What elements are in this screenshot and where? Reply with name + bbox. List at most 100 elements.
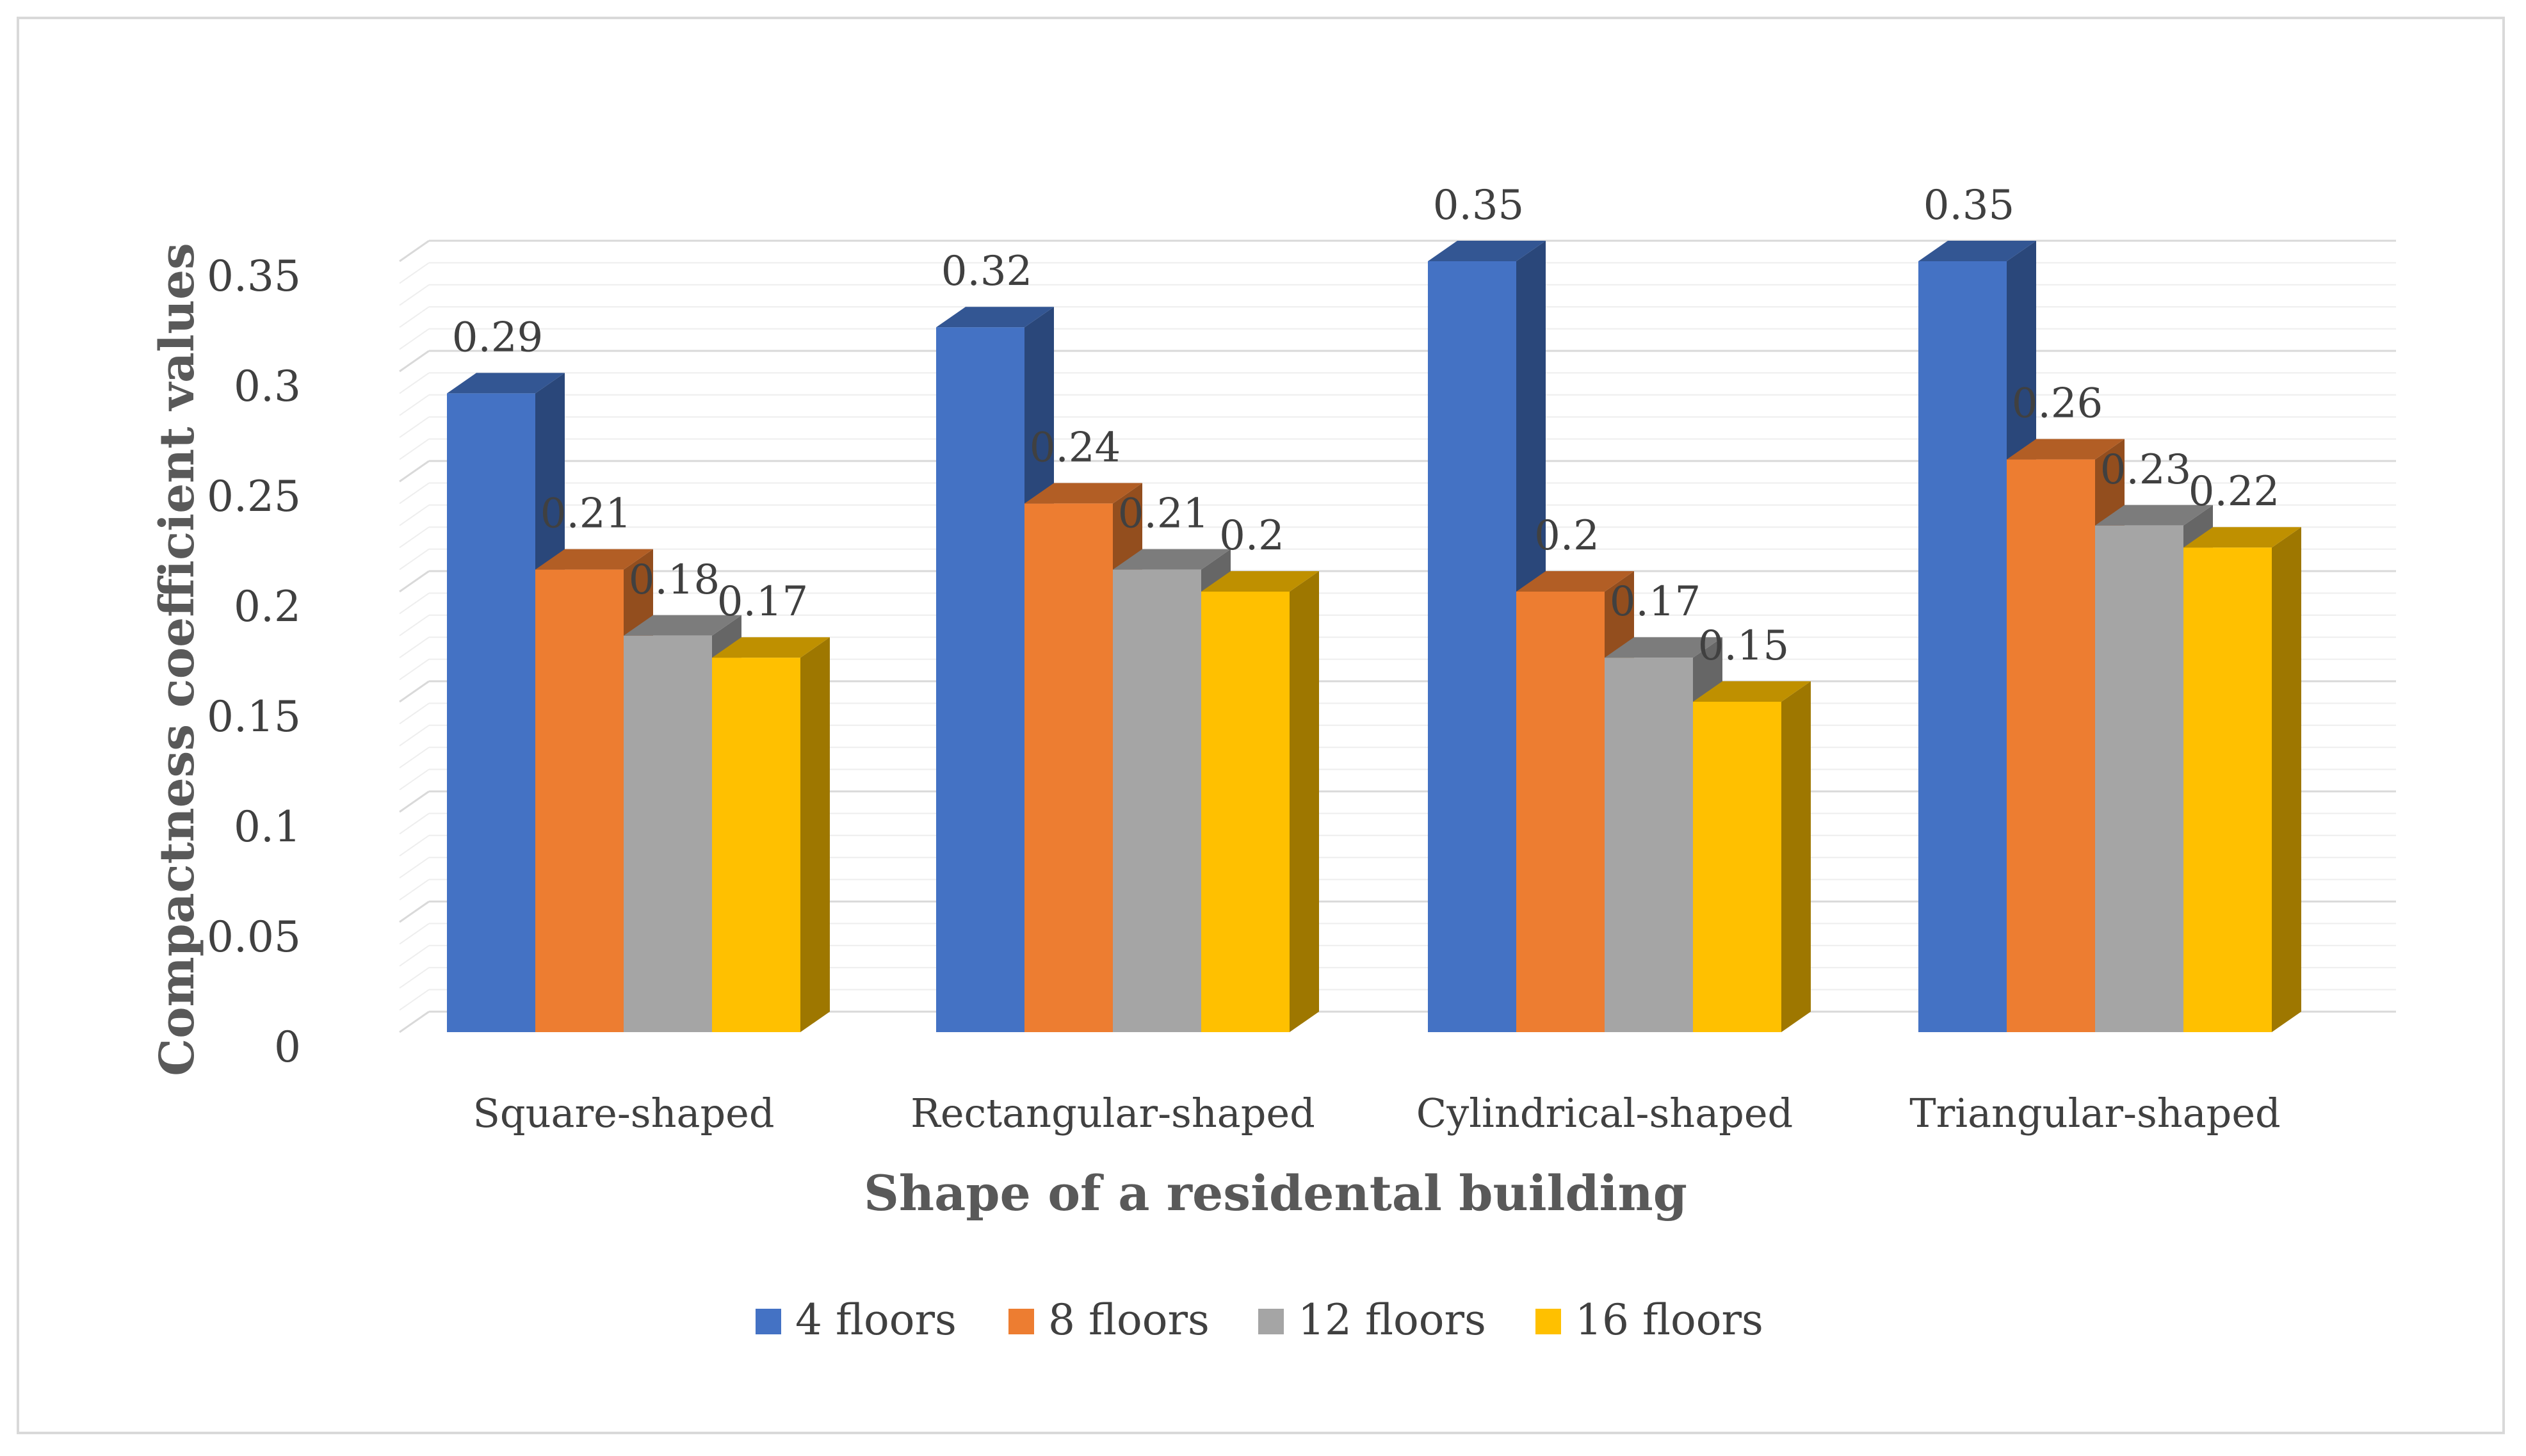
gridline-side [399, 834, 430, 857]
bar-chart: 00.050.10.150.20.250.30.35 0.290.210.180… [150, 182, 2396, 1345]
x-category-label: Cylindrical-shaped [1416, 1090, 1793, 1136]
legend-swatch [1258, 1309, 1284, 1334]
bar-front [1201, 592, 1290, 1032]
gridline-side [399, 239, 430, 263]
bar-side [1290, 571, 1319, 1032]
data-label: 0.32 [941, 248, 1033, 295]
bar-top [2183, 527, 2301, 548]
y-axis-title: Compactness coefficient values [150, 243, 205, 1076]
bar-top [1516, 571, 1634, 592]
gridline-side [399, 768, 430, 791]
bar-front [624, 635, 712, 1032]
y-tick-label: 0.25 [207, 472, 301, 521]
bar-front [535, 569, 624, 1032]
x-category-label: Square-shaped [473, 1090, 774, 1136]
bar-3-0 [1918, 241, 2036, 1032]
y-tick-label: 0.15 [207, 692, 301, 741]
bar-top [624, 615, 741, 636]
y-tick-label: 0.05 [207, 912, 301, 962]
data-label: 0.24 [1030, 424, 1121, 471]
gridline-side [399, 967, 430, 989]
data-label: 0.17 [1610, 578, 1701, 626]
gridline-side [399, 614, 430, 636]
gridline-side [399, 900, 430, 923]
bar-side [1781, 681, 1811, 1032]
gridline-side [399, 1010, 430, 1033]
gridline-side [399, 460, 430, 483]
bar-front [936, 327, 1024, 1033]
gridline-side [399, 747, 430, 769]
bar-1-3 [1201, 571, 1319, 1032]
gridline-side [399, 306, 430, 328]
bar-front [1428, 261, 1516, 1032]
data-label: 0.22 [2189, 468, 2280, 515]
gridline-side [399, 636, 430, 659]
bar-top [1605, 637, 1722, 658]
bar-front [1024, 503, 1113, 1032]
bar-top [1113, 549, 1231, 570]
gridline-side [399, 790, 430, 813]
bar-front [1605, 658, 1693, 1032]
x-axis-categories: Square-shaped Rectangular-shaped Cylindric… [473, 1090, 2280, 1136]
gridline-side [399, 857, 430, 879]
data-label: 0.17 [717, 578, 809, 626]
bar-top [712, 637, 830, 658]
gridline-side [399, 592, 430, 615]
gridline-side [399, 262, 430, 284]
bar-top [936, 307, 1054, 328]
legend-swatch [756, 1309, 781, 1334]
bar-top [2095, 505, 2213, 526]
gridline-side [399, 372, 430, 394]
gridline-side [399, 438, 430, 460]
gridline-side [399, 482, 430, 505]
gridline-side [399, 350, 430, 373]
gridline-side [399, 416, 430, 439]
gridline-side [399, 944, 430, 967]
legend-label: 16 floors [1575, 1295, 1763, 1345]
bar-side [800, 637, 830, 1032]
chart-frame: 0 0.05 0.1 0.15 0.2 0.25 0.3 0.35 0.29 0.21 0.18 0… [17, 17, 2505, 1434]
bar-front [1918, 261, 2007, 1032]
y-tick-label: 0.3 [234, 362, 301, 411]
bar-front [1516, 592, 1605, 1032]
y-tick-label: 0.35 [207, 252, 301, 301]
bar-front [1693, 702, 1781, 1032]
bar-top [1918, 241, 2036, 261]
legend-swatch [1008, 1309, 1034, 1334]
bar-2-3 [1693, 681, 1811, 1032]
gridline-side [399, 328, 430, 350]
bar-top [447, 373, 565, 394]
legend-label: 4 floors [795, 1295, 957, 1345]
gridline-side [399, 658, 430, 681]
y-tick-label: 0 [274, 1023, 301, 1072]
legend: 4 floors 8 floors 12 floors 16 floors [756, 1295, 1763, 1345]
bar-top [535, 549, 653, 570]
data-label: 0.15 [1698, 622, 1790, 670]
data-label: 0.35 [1923, 182, 2015, 229]
x-category-label: Rectangular-shaped [911, 1090, 1315, 1136]
data-label: 0.21 [1118, 490, 1210, 538]
gridline-side [399, 680, 430, 703]
bar-top [2007, 439, 2125, 460]
bar-front [2007, 459, 2095, 1032]
data-label: 0.29 [452, 314, 544, 361]
gridline-side [399, 702, 430, 725]
bar-top [1693, 681, 1811, 702]
legend-swatch [1535, 1309, 1561, 1334]
data-label: 0.2 [1219, 512, 1284, 560]
x-axis-title: Shape of a residental building [864, 1165, 1687, 1222]
bar-front [2095, 525, 2183, 1032]
bar-front [1113, 569, 1201, 1032]
gridline-side [399, 284, 430, 306]
bar-front [447, 393, 535, 1032]
bar-top [1428, 241, 1546, 261]
gridline-side [399, 394, 430, 416]
bar-3-3 [2183, 527, 2301, 1032]
gridline-side [399, 813, 430, 835]
gridline-side [399, 878, 430, 901]
bar-front [712, 658, 800, 1032]
data-label: 0.26 [2012, 380, 2103, 428]
bar-front [2183, 547, 2272, 1032]
y-tick-label: 0.1 [234, 802, 301, 852]
gridline-side [399, 570, 430, 593]
